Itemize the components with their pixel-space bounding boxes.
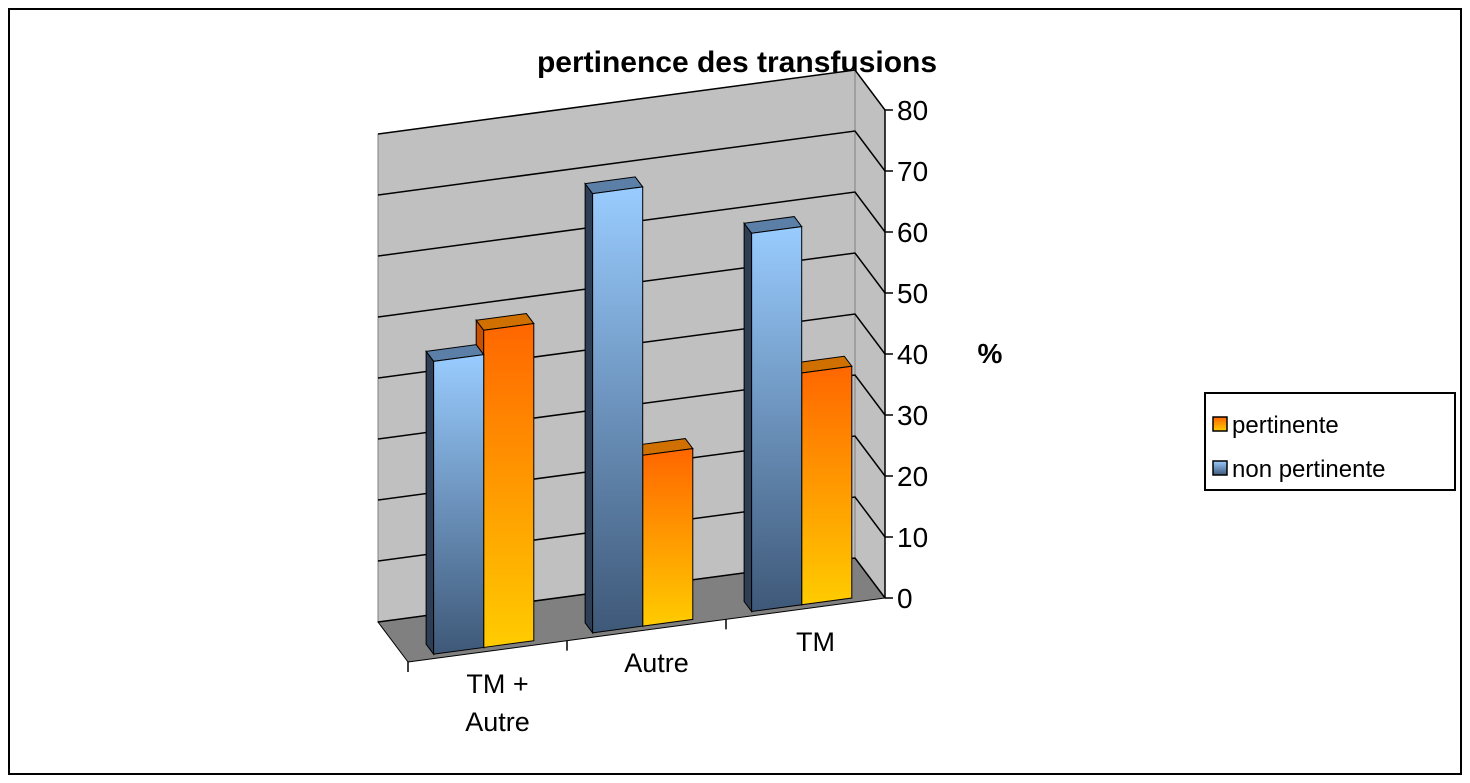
- bar: [642, 448, 694, 627]
- legend-swatch: [1212, 460, 1228, 476]
- grid-line: [377, 435, 886, 501]
- grid-line: [377, 557, 886, 623]
- frame: [8, 8, 1462, 775]
- x-tick-label: TM: [796, 626, 835, 657]
- y-tick-label: 50: [897, 278, 928, 309]
- bar: [483, 322, 535, 649]
- bar: [751, 226, 803, 613]
- bar-side: [425, 349, 435, 656]
- y-tick-label: 30: [897, 400, 928, 431]
- legend-swatch: [1212, 416, 1228, 432]
- bar-side: [584, 182, 594, 635]
- grid-line: [377, 69, 886, 135]
- y-tick-label: 60: [897, 217, 928, 248]
- y-tick-label: 0: [897, 583, 913, 614]
- grid-line: [377, 252, 886, 318]
- y-tick-label: 70: [897, 156, 928, 187]
- y-tick-label: 40: [897, 339, 928, 370]
- y-tick-label: 20: [897, 461, 928, 492]
- grid-line: [377, 191, 886, 257]
- y-tick-label: 10: [897, 522, 928, 553]
- bar-side: [743, 221, 753, 613]
- legend: [1204, 392, 1456, 491]
- legend-label: pertinente: [1232, 412, 1339, 439]
- grid-line: [377, 496, 886, 562]
- y-tick-label: 80: [897, 95, 928, 126]
- bar: [801, 365, 853, 606]
- chart-title: pertinence des transfusions: [537, 46, 937, 79]
- legend-label: non pertinente: [1232, 456, 1385, 483]
- grid-line: [377, 313, 886, 379]
- grid-line: [377, 130, 886, 196]
- y-axis-label: %: [978, 338, 1003, 369]
- x-tick-label: TM + Autre: [465, 669, 530, 738]
- bar: [433, 354, 485, 655]
- grid-line: [377, 374, 886, 440]
- bar: [592, 186, 644, 634]
- x-tick-label: Autre: [624, 648, 689, 678]
